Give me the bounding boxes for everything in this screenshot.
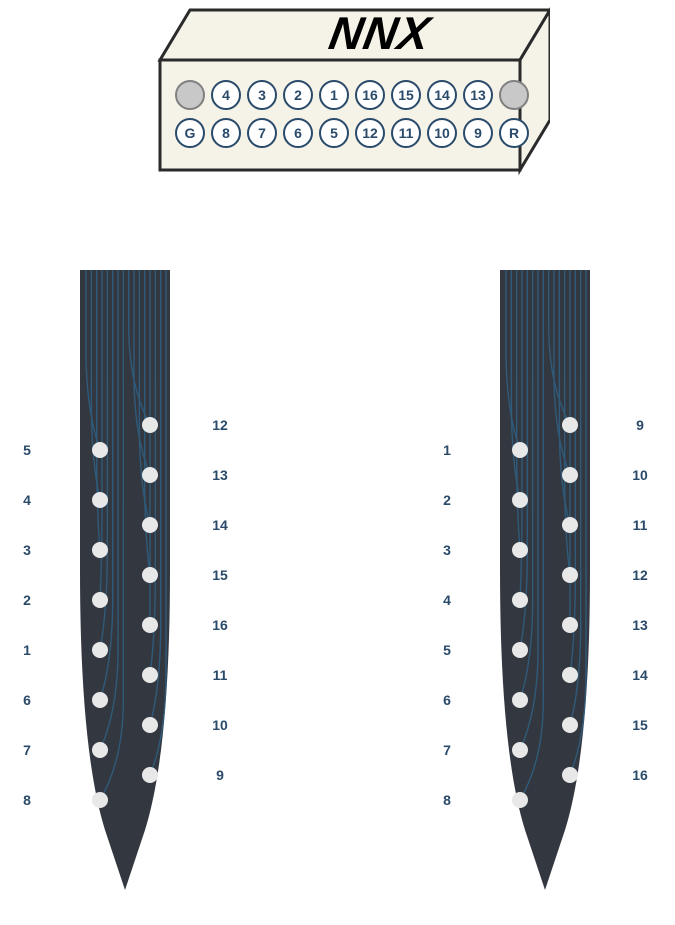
connector-pin-2: 2 bbox=[283, 80, 313, 110]
site-label-16: 16 bbox=[205, 617, 235, 633]
connector-pin-5: 5 bbox=[319, 118, 349, 148]
connector-pin-16: 16 bbox=[355, 80, 385, 110]
connector-pin-7: 7 bbox=[247, 118, 277, 148]
site-label-7: 7 bbox=[12, 742, 42, 758]
connector-pin-15: 15 bbox=[391, 80, 421, 110]
electrode-site-3 bbox=[512, 542, 528, 558]
site-label-5: 5 bbox=[12, 442, 42, 458]
connector-pin-13: 13 bbox=[463, 80, 493, 110]
site-label-2: 2 bbox=[432, 492, 462, 508]
connector-pin-3: 3 bbox=[247, 80, 277, 110]
connector-pin-6: 6 bbox=[283, 118, 313, 148]
connector-pin-11: 11 bbox=[391, 118, 421, 148]
site-label-4: 4 bbox=[432, 592, 462, 608]
electrode-site-2 bbox=[512, 492, 528, 508]
electrode-site-11 bbox=[562, 517, 578, 533]
electrode-site-4 bbox=[512, 592, 528, 608]
electrode-site-7 bbox=[92, 742, 108, 758]
connector-pin-1: 1 bbox=[319, 80, 349, 110]
electrode-site-2 bbox=[92, 592, 108, 608]
connector-pin-blank bbox=[499, 80, 529, 110]
connector-pin-10: 10 bbox=[427, 118, 457, 148]
electrode-site-8 bbox=[512, 792, 528, 808]
electrode-site-6 bbox=[512, 692, 528, 708]
electrode-site-16 bbox=[142, 617, 158, 633]
site-label-3: 3 bbox=[12, 542, 42, 558]
connector-pin-8: 8 bbox=[211, 118, 241, 148]
site-label-13: 13 bbox=[625, 617, 655, 633]
electrode-site-4 bbox=[92, 492, 108, 508]
site-label-4: 4 bbox=[12, 492, 42, 508]
electrode-site-7 bbox=[512, 742, 528, 758]
connector-front-face bbox=[160, 60, 520, 170]
electrode-site-15 bbox=[562, 717, 578, 733]
connector-pin-R: R bbox=[499, 118, 529, 148]
connector-block: NNX 432116151413 G87651211109R bbox=[130, 0, 550, 190]
probe-left: 54321678121314151611109 bbox=[0, 270, 250, 910]
site-label-13: 13 bbox=[205, 467, 235, 483]
electrode-site-10 bbox=[562, 467, 578, 483]
electrode-site-9 bbox=[562, 417, 578, 433]
site-label-1: 1 bbox=[12, 642, 42, 658]
electrode-site-11 bbox=[142, 667, 158, 683]
site-label-5: 5 bbox=[432, 642, 462, 658]
site-label-12: 12 bbox=[205, 417, 235, 433]
electrode-site-13 bbox=[562, 617, 578, 633]
electrode-site-1 bbox=[512, 442, 528, 458]
probe-left-svg bbox=[50, 270, 200, 910]
electrode-site-8 bbox=[92, 792, 108, 808]
site-label-11: 11 bbox=[625, 517, 655, 533]
site-label-9: 9 bbox=[205, 767, 235, 783]
electrode-site-13 bbox=[142, 467, 158, 483]
site-label-14: 14 bbox=[205, 517, 235, 533]
electrode-site-12 bbox=[142, 417, 158, 433]
site-label-8: 8 bbox=[12, 792, 42, 808]
connector-logo: NNX bbox=[325, 6, 435, 60]
electrode-site-6 bbox=[92, 692, 108, 708]
probe-right: 12345678910111213141516 bbox=[420, 270, 670, 910]
site-label-7: 7 bbox=[432, 742, 462, 758]
electrode-site-12 bbox=[562, 567, 578, 583]
electrode-site-5 bbox=[512, 642, 528, 658]
electrode-site-14 bbox=[562, 667, 578, 683]
site-label-11: 11 bbox=[205, 667, 235, 683]
electrode-site-9 bbox=[142, 767, 158, 783]
connector-pin-G: G bbox=[175, 118, 205, 148]
electrode-site-16 bbox=[562, 767, 578, 783]
connector-pin-9: 9 bbox=[463, 118, 493, 148]
connector-pin-12: 12 bbox=[355, 118, 385, 148]
site-label-2: 2 bbox=[12, 592, 42, 608]
site-label-15: 15 bbox=[205, 567, 235, 583]
site-label-16: 16 bbox=[625, 767, 655, 783]
connector-pin-blank bbox=[175, 80, 205, 110]
electrode-site-14 bbox=[142, 517, 158, 533]
site-label-6: 6 bbox=[432, 692, 462, 708]
site-label-12: 12 bbox=[625, 567, 655, 583]
site-label-3: 3 bbox=[432, 542, 462, 558]
electrode-site-1 bbox=[92, 642, 108, 658]
electrode-site-3 bbox=[92, 542, 108, 558]
site-label-14: 14 bbox=[625, 667, 655, 683]
connector-pin-14: 14 bbox=[427, 80, 457, 110]
site-label-6: 6 bbox=[12, 692, 42, 708]
site-label-9: 9 bbox=[625, 417, 655, 433]
electrode-site-10 bbox=[142, 717, 158, 733]
site-label-10: 10 bbox=[625, 467, 655, 483]
site-label-10: 10 bbox=[205, 717, 235, 733]
connector-pin-4: 4 bbox=[211, 80, 241, 110]
site-label-1: 1 bbox=[432, 442, 462, 458]
site-label-8: 8 bbox=[432, 792, 462, 808]
probe-right-svg bbox=[470, 270, 620, 910]
electrode-site-15 bbox=[142, 567, 158, 583]
electrode-site-5 bbox=[92, 442, 108, 458]
site-label-15: 15 bbox=[625, 717, 655, 733]
